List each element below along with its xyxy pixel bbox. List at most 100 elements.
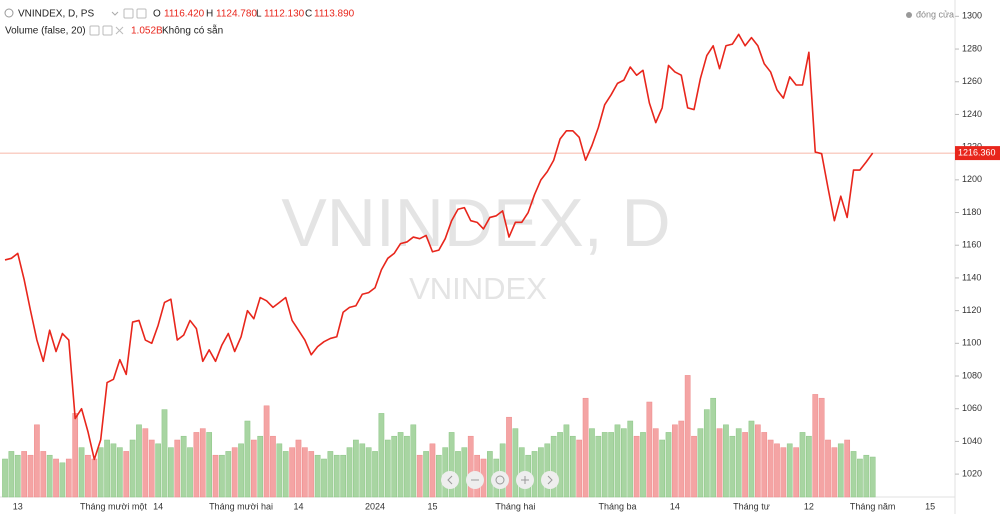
volume-bar	[659, 439, 665, 498]
symbol-icon[interactable]	[4, 8, 14, 18]
ohlc-value: 1113.890	[314, 9, 355, 20]
volume-bar	[774, 443, 780, 498]
volume-bar	[282, 451, 289, 498]
volume-bar	[799, 432, 806, 498]
volume-title[interactable]: Volume (false, 20)	[5, 26, 86, 37]
volume-bar	[289, 447, 295, 498]
volume-bar	[136, 424, 142, 498]
x-tick-label: 15	[925, 501, 935, 511]
volume-bar	[404, 435, 410, 498]
volume-bar	[85, 454, 91, 498]
volume-bar	[665, 432, 672, 498]
volume-bar	[621, 428, 627, 498]
volume-bar	[754, 424, 761, 498]
y-tick-label: 1060	[962, 403, 982, 413]
volume-bar	[34, 424, 40, 498]
volume-bar	[340, 454, 346, 498]
volume-bar	[499, 443, 506, 498]
x-tick-label: Tháng ba	[598, 501, 636, 511]
volume-bar	[761, 432, 768, 498]
volume-bar	[78, 447, 85, 498]
dropdown-icon[interactable]	[111, 11, 119, 16]
volume-bar	[333, 454, 340, 498]
y-tick-label: 1300	[962, 11, 982, 21]
x-tick-label: 12	[804, 501, 814, 511]
volume-bar	[187, 447, 193, 498]
volume-bar	[569, 435, 576, 498]
legend-label: đóng cửa	[916, 9, 954, 19]
volume-bar	[14, 454, 21, 498]
x-tick-label: 2024	[365, 501, 385, 511]
settings-icon[interactable]	[102, 25, 113, 36]
volume-bar	[461, 447, 468, 498]
volume-bar	[302, 447, 308, 498]
volume-bar	[691, 435, 697, 498]
volume-bar	[563, 424, 570, 498]
x-tick-label: Tháng hai	[495, 501, 535, 511]
volume-bar	[384, 439, 391, 498]
volume-bar	[614, 424, 621, 498]
volume-bar	[250, 439, 257, 498]
volume-bar	[365, 447, 372, 498]
volume-bar	[582, 397, 589, 498]
scroll-right-button[interactable]	[541, 471, 559, 489]
volume-bar	[652, 428, 659, 498]
volume-bar	[2, 458, 8, 498]
x-tick-label: 14	[670, 501, 680, 511]
eye-icon[interactable]	[123, 8, 134, 19]
scroll-left-button[interactable]	[441, 471, 459, 489]
volume-bar	[748, 420, 755, 498]
volume-bar	[512, 428, 519, 498]
volume-bar	[627, 420, 634, 498]
volume-bar	[850, 451, 857, 498]
close-icon[interactable]	[115, 26, 124, 35]
volume-bar	[199, 428, 206, 498]
volume-bar	[206, 432, 213, 498]
volume-bar	[742, 432, 748, 498]
volume-bar	[174, 439, 181, 498]
volume-bar	[697, 428, 704, 498]
settings-icon[interactable]	[136, 8, 147, 19]
volume-bar	[116, 447, 123, 498]
volume-bar	[359, 443, 366, 498]
volume-bar	[327, 451, 334, 498]
volume-bar	[576, 439, 583, 498]
volume-bar	[168, 447, 174, 498]
reset-button[interactable]	[491, 471, 509, 489]
volume-bar	[155, 443, 161, 498]
volume-bar	[710, 397, 717, 498]
eye-icon[interactable]	[89, 25, 100, 36]
volume-bar	[142, 428, 149, 498]
volume-value: 1.052B	[131, 26, 163, 37]
volume-bar	[295, 439, 302, 498]
volume-bar	[831, 447, 838, 498]
volume-bar	[27, 454, 34, 498]
volume-bar	[321, 458, 327, 498]
volume-bar	[46, 454, 53, 498]
volume-bar	[212, 454, 219, 498]
volume-bar	[544, 443, 551, 498]
volume-bar	[448, 432, 455, 498]
volume-bar	[238, 443, 244, 498]
volume-bar	[608, 432, 614, 498]
volume-bar	[825, 439, 831, 498]
symbol-title[interactable]: VNINDEX, D, PS	[18, 9, 94, 20]
volume-bar	[129, 439, 136, 498]
volume-bar	[844, 439, 851, 498]
y-tick-label: 1180	[962, 207, 981, 217]
volume-bar	[59, 462, 66, 498]
volume-bar	[780, 447, 787, 498]
watermark: VNINDEX, D VNINDEX	[281, 185, 670, 306]
y-tick-label: 1140	[962, 272, 981, 282]
volume-bar	[589, 428, 595, 498]
volume-bar	[180, 435, 187, 498]
volume-bar	[793, 447, 799, 498]
y-tick-label: 1040	[962, 436, 982, 446]
volume-bar	[104, 439, 110, 498]
volume-bar	[723, 424, 729, 498]
volume-bar	[193, 432, 200, 498]
legend: đóng cửa	[906, 9, 954, 19]
header: VNINDEX, D, PS O 1116.420 H 1124.780 L 1…	[4, 8, 355, 37]
last-price-badge	[955, 146, 1000, 161]
